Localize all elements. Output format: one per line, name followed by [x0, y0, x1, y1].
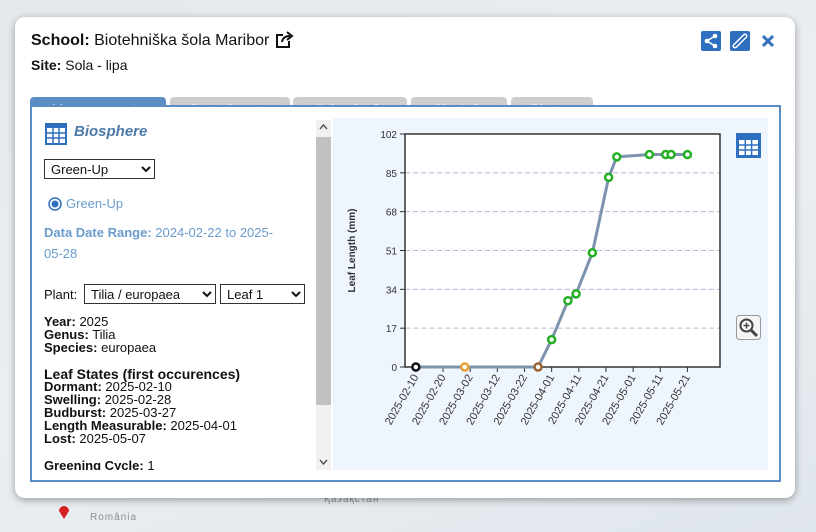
field-row: Year: 2025 — [44, 315, 156, 328]
field-value: 2025-05-07 — [79, 431, 146, 446]
map-label: Қазақстан — [324, 494, 380, 505]
field-row: Budburst: 2025-03-27 — [44, 406, 237, 419]
table-icon — [45, 123, 67, 145]
plant-fields: Year: 2025 Genus: Tilia Species: europaea — [44, 315, 156, 354]
leaf-select[interactable]: Leaf 1 — [220, 284, 305, 304]
leaf-states: Dormant: 2025-02-10 Swelling: 2025-02-28 B… — [44, 380, 237, 445]
protocol-select[interactable]: Green-Up — [44, 159, 155, 179]
site-label: Site: — [31, 57, 62, 73]
field-label: Dormant: — [44, 379, 102, 394]
scroll-thumb[interactable] — [316, 137, 331, 405]
link-button[interactable] — [730, 31, 750, 51]
y-tick-label: 0 — [391, 363, 397, 374]
close-button[interactable] — [761, 34, 775, 48]
field-row: Swelling: 2025-02-28 — [44, 393, 237, 406]
field-row: Species: europaea — [44, 341, 156, 354]
field-label: Length Measurable: — [44, 418, 167, 433]
field-value: 2025 — [79, 314, 109, 329]
radio-row[interactable]: Green-Up — [48, 196, 123, 211]
data-point — [571, 289, 581, 299]
data-point — [563, 296, 573, 306]
site-name: Sola - lipa — [65, 57, 128, 73]
field-label: Year: — [44, 314, 76, 329]
date-range-label: Data Date Range: — [44, 225, 152, 240]
site-line: Site: Sola - lipa — [31, 57, 128, 73]
school-line: School: Biotehniška šola Maribor — [31, 32, 269, 50]
data-point — [411, 362, 421, 372]
scroll-up[interactable] — [319, 124, 328, 130]
field-label: Species: — [44, 340, 98, 355]
field-label: Swelling: — [44, 392, 102, 407]
y-tick-label: 102 — [380, 130, 397, 141]
chart: 017345168851022025-02-102025-02-202025-0… — [347, 130, 721, 427]
scroll-down[interactable] — [319, 459, 328, 465]
plant-label: Plant: — [44, 287, 78, 302]
y-tick-label: 51 — [386, 247, 398, 258]
field-value: 2025-04-01 — [170, 418, 237, 433]
external-link-icon[interactable] — [275, 31, 295, 49]
panel-title: Biosphere — [74, 123, 148, 140]
school-label: School: — [31, 32, 90, 49]
share-button[interactable] — [701, 31, 721, 51]
field-row: Dormant: 2025-02-10 — [44, 380, 237, 393]
data-point — [459, 362, 470, 372]
field-value: 1 — [147, 458, 155, 470]
radio[interactable] — [48, 196, 62, 211]
scrollbar[interactable] — [316, 120, 331, 470]
field-value: 2025-03-27 — [109, 405, 177, 420]
data-point — [533, 362, 543, 372]
zoom-button[interactable] — [736, 315, 761, 340]
field-value: 2025-02-10 — [105, 379, 172, 394]
plot-frame — [404, 133, 721, 368]
date-range: Data Date Range: 2024-02-22 to 2025-05-2… — [44, 222, 274, 264]
y-tick-label: 68 — [386, 208, 398, 219]
field-value: Tilia — [92, 327, 116, 342]
data-point — [682, 149, 693, 160]
y-tick-label: 34 — [386, 285, 398, 296]
data-point — [587, 248, 598, 258]
radio-label: Green-Up — [66, 196, 124, 211]
field-row: Lost: 2025-05-07 — [44, 432, 237, 445]
plant-select[interactable]: Tilia / europaea — [84, 284, 216, 304]
field-label: Lost: — [44, 431, 76, 446]
field-value: europaea — [101, 340, 157, 355]
field-row: Genus: Tilia — [44, 328, 156, 341]
field-label: Budburst: — [44, 405, 107, 420]
map-marker[interactable] — [57, 504, 71, 520]
field-label: Genus: — [44, 327, 89, 342]
cycle-row: Greening Cycle: 1 — [44, 458, 155, 470]
field-label: Greening Cycle: — [44, 458, 144, 470]
states-title: Leaf States (first occurences) — [44, 366, 241, 382]
map-label: România — [90, 512, 138, 523]
field-value: 2025-02-28 — [104, 392, 172, 407]
data-point — [666, 149, 676, 160]
y-tick-label: 17 — [386, 324, 398, 335]
school-name: Biotehniška šola Maribor — [94, 32, 270, 49]
date-range-value: 2024-02-22 to 2025-05-28 — [44, 225, 274, 261]
field-row: Length Measurable: 2025-04-01 — [44, 419, 237, 432]
y-axis-label: Leaf Length (mm) — [347, 209, 358, 293]
data-point — [603, 172, 614, 183]
data-point — [644, 149, 655, 160]
table-view-button[interactable] — [736, 133, 761, 158]
data-point — [612, 152, 622, 162]
y-tick-label: 85 — [386, 169, 398, 180]
data-point — [546, 334, 557, 345]
